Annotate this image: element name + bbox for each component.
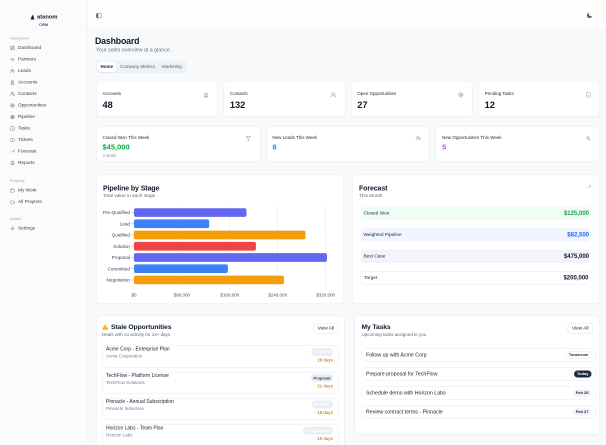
svg-text:$320,000: $320,000 <box>316 292 335 297</box>
svg-text:Proposal: Proposal <box>112 255 130 260</box>
svg-text:$160,000: $160,000 <box>220 292 239 297</box>
svg-text:$80,000: $80,000 <box>174 292 191 297</box>
svg-text:Solution: Solution <box>113 244 130 249</box>
svg-text:Pre-Qualified: Pre-Qualified <box>103 210 131 215</box>
svg-text:Committed: Committed <box>108 266 131 271</box>
svg-text:$240,000: $240,000 <box>268 292 287 297</box>
svg-text:$0: $0 <box>131 292 137 297</box>
svg-text:Lead: Lead <box>120 221 131 226</box>
svg-text:Negotiation: Negotiation <box>107 277 131 282</box>
svg-text:Qualified: Qualified <box>112 232 131 237</box>
